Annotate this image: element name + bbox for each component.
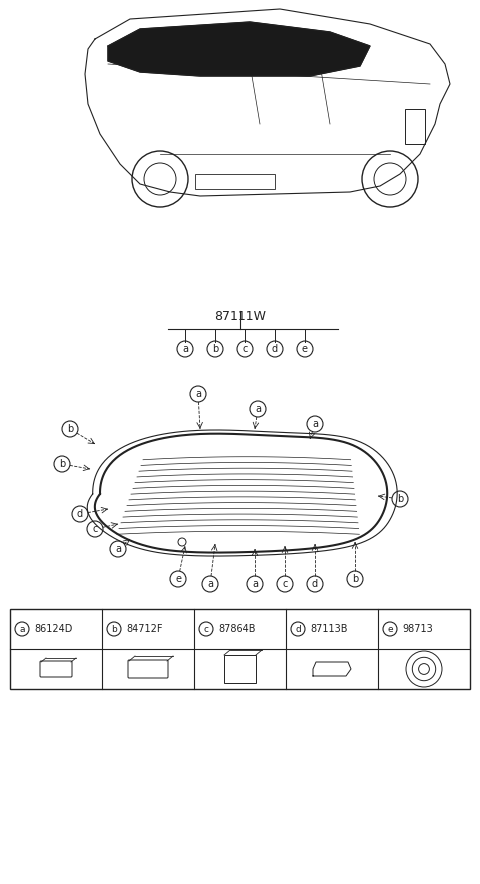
Text: d: d — [312, 579, 318, 589]
Text: a: a — [252, 579, 258, 589]
Text: 87111W: 87111W — [214, 309, 266, 323]
Text: b: b — [67, 424, 73, 434]
Text: c: c — [92, 524, 98, 534]
Text: e: e — [302, 344, 308, 354]
Polygon shape — [108, 22, 370, 76]
Text: a: a — [195, 389, 201, 399]
Bar — [224, 655, 256, 683]
Text: b: b — [111, 624, 117, 634]
Bar — [405, 109, 425, 144]
Text: 87113B: 87113B — [310, 624, 348, 634]
Text: 87864B: 87864B — [218, 624, 255, 634]
Text: c: c — [282, 579, 288, 589]
Text: a: a — [19, 624, 25, 634]
Text: b: b — [352, 574, 358, 584]
Text: a: a — [182, 344, 188, 354]
Text: c: c — [204, 624, 208, 634]
Text: a: a — [312, 419, 318, 429]
Bar — [10, 609, 470, 689]
Text: e: e — [387, 624, 393, 634]
Text: d: d — [77, 509, 83, 519]
Text: 98713: 98713 — [402, 624, 433, 634]
Text: c: c — [242, 344, 248, 354]
Text: b: b — [397, 494, 403, 504]
Text: a: a — [207, 579, 213, 589]
Text: a: a — [115, 544, 121, 554]
Text: d: d — [295, 624, 301, 634]
Text: e: e — [175, 574, 181, 584]
Text: 86124D: 86124D — [34, 624, 72, 634]
Bar — [195, 174, 275, 189]
Text: a: a — [255, 404, 261, 414]
Text: d: d — [272, 344, 278, 354]
Text: 84712F: 84712F — [126, 624, 163, 634]
Text: b: b — [212, 344, 218, 354]
Text: b: b — [59, 459, 65, 469]
